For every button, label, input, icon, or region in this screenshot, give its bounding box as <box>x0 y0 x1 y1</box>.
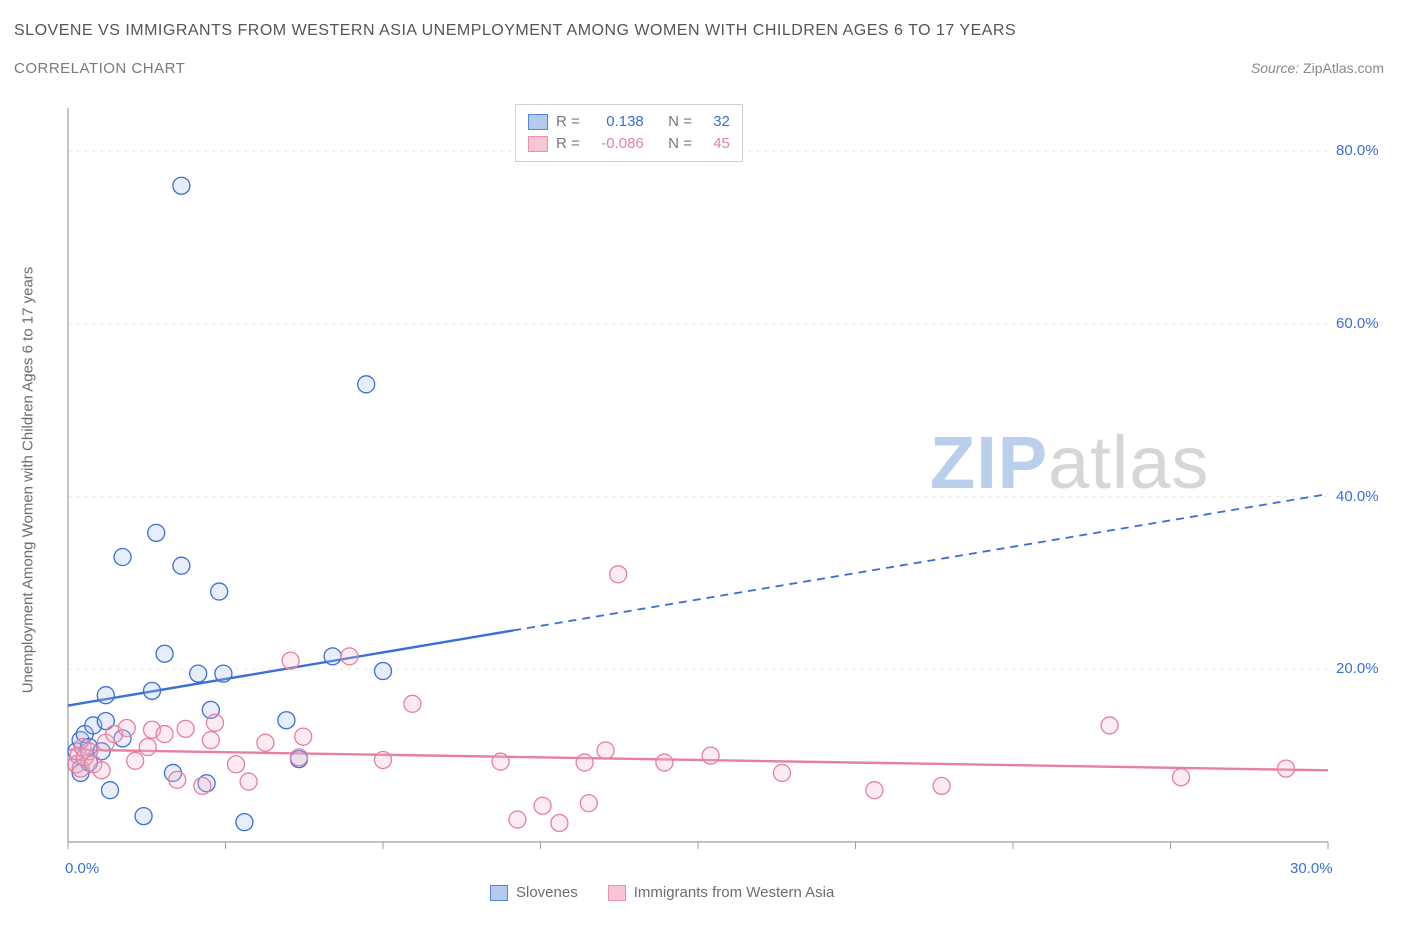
legend-item: Immigrants from Western Asia <box>608 884 835 901</box>
legend-item: Slovenes <box>490 884 578 901</box>
y-tick-label: 80.0% <box>1336 142 1379 159</box>
chart-svg <box>60 100 1380 870</box>
page: SLOVENE VS IMMIGRANTS FROM WESTERN ASIA … <box>0 0 1406 930</box>
source-prefix: Source: <box>1251 60 1299 76</box>
chart-subtitle: CORRELATION CHART <box>14 60 185 77</box>
legend-correlation: R = 0.138 N = 32 R = -0.086 N = 45 <box>515 104 743 162</box>
legend-r-value: 0.138 <box>588 111 644 133</box>
legend-n-value: 45 <box>700 133 730 155</box>
chart-title: SLOVENE VS IMMIGRANTS FROM WESTERN ASIA … <box>14 22 1016 40</box>
legend-swatch <box>528 136 548 152</box>
legend-n-value: 32 <box>700 111 730 133</box>
legend-label: Slovenes <box>516 884 578 901</box>
legend-r-label: R = <box>556 111 580 133</box>
source-credit: Source: ZipAtlas.com <box>1251 60 1384 76</box>
plot-area: ZIPatlas R =0.138 N =32R =-0.086 N =45 <box>60 100 1380 870</box>
legend-swatch <box>528 114 548 130</box>
legend-swatch <box>490 885 508 901</box>
legend-n-label: N = <box>668 133 692 155</box>
legend-series: Slovenes Immigrants from Western Asia <box>490 884 834 901</box>
x-axis-max-label: 30.0% <box>1290 860 1333 877</box>
x-axis-min-label: 0.0% <box>65 860 99 877</box>
legend-swatch <box>608 885 626 901</box>
legend-r-label: R = <box>556 133 580 155</box>
y-tick-label: 40.0% <box>1336 488 1379 505</box>
legend-r-value: -0.086 <box>588 133 644 155</box>
legend-row: R = -0.086 N = 45 <box>528 133 730 155</box>
y-tick-label: 20.0% <box>1336 660 1379 677</box>
legend-label: Immigrants from Western Asia <box>634 884 835 901</box>
y-axis-label: Unemployment Among Women with Children A… <box>20 267 37 694</box>
legend-row: R = 0.138 N = 32 <box>528 111 730 133</box>
y-tick-label: 60.0% <box>1336 315 1379 332</box>
source-name: ZipAtlas.com <box>1303 60 1384 76</box>
legend-n-label: N = <box>668 111 692 133</box>
